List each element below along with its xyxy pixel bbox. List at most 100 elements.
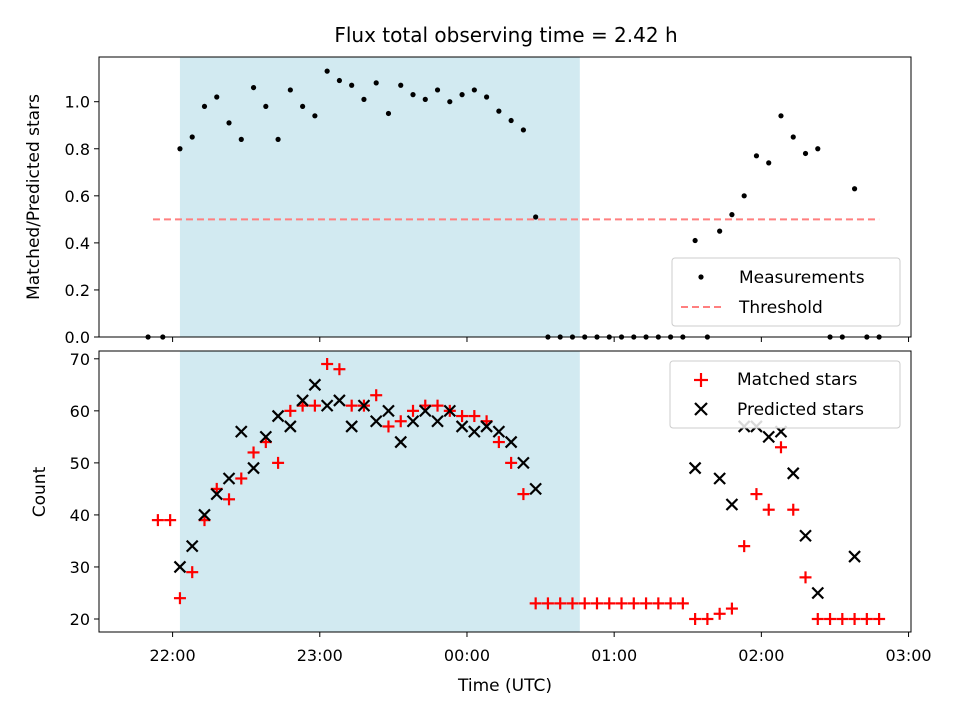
measurement-point	[275, 136, 281, 142]
measurement-point	[324, 68, 330, 74]
matched-star-point	[713, 607, 726, 620]
measurement-point	[692, 237, 698, 244]
measurement-point	[753, 153, 760, 159]
top-legend: Measurements Threshold	[671, 257, 901, 327]
legend-matched-label: Matched stars	[737, 370, 857, 390]
matched-star-point	[394, 415, 407, 428]
predicted-star-point	[222, 472, 236, 485]
matched-star-point	[505, 456, 518, 469]
matched-star-point	[164, 514, 177, 527]
top-plot-area: 0.0 0.2 0.4 0.6 0.8 1.0	[65, 56, 912, 347]
matched-star-point	[824, 612, 837, 625]
measurement-point	[177, 146, 183, 152]
measurement-point	[300, 103, 306, 110]
measurement-point	[214, 94, 220, 100]
matched-star-point	[787, 503, 800, 516]
matched-star-point	[370, 389, 383, 402]
measurement-point	[790, 134, 796, 140]
bottom-axes-frame	[98, 350, 912, 633]
y-tick-label: 0.2	[65, 281, 90, 300]
matched-star-point	[603, 597, 616, 610]
measurement-point	[349, 82, 355, 88]
matched-star-point	[689, 612, 702, 625]
matched-star-point	[725, 602, 738, 615]
measurement-point	[361, 96, 367, 102]
predicted-star-point	[369, 414, 383, 428]
predicted-star-point	[443, 404, 457, 418]
predicted-star-point	[284, 420, 297, 433]
predicted-star-point	[406, 414, 420, 428]
measurement-point	[851, 186, 858, 192]
top-y-axis-label: Matched/Predicted stars	[24, 94, 44, 300]
measurement-point	[778, 113, 784, 119]
predicted-star-point	[762, 430, 775, 444]
predicted-star-point	[357, 399, 371, 412]
matched-star-point	[615, 597, 628, 610]
matched-star-point	[492, 436, 505, 449]
predicted-star-point	[418, 404, 432, 418]
matched-star-point	[762, 503, 775, 516]
x-tick-label: 03:00	[885, 646, 931, 665]
predicted-star-point	[198, 508, 211, 522]
matched-star-point	[590, 597, 603, 610]
matched-star-point	[774, 441, 787, 454]
matched-star-point	[151, 514, 164, 527]
predicted-star-point	[455, 420, 469, 433]
matched-star-point	[664, 597, 677, 610]
predicted-star-point	[811, 586, 825, 600]
bottom-x-axis-label: Time (UTC)	[457, 676, 552, 696]
measurement-point	[434, 87, 441, 93]
matched-star-point	[811, 612, 824, 625]
matched-star-point	[308, 399, 321, 412]
bottom-legend-box	[669, 360, 901, 429]
x-tick-label: 22:00	[150, 646, 196, 665]
measurement-point	[520, 127, 526, 133]
predicted-star-point	[173, 560, 187, 574]
predicted-star-point	[848, 550, 861, 563]
y-tick-label: 50	[70, 454, 90, 473]
predicted-star-point	[431, 414, 444, 428]
predicted-star-point	[345, 420, 358, 433]
predicted-star-point	[247, 461, 260, 475]
top-axes-frame	[98, 56, 912, 338]
measurement-point	[447, 99, 453, 105]
matched-star-point	[578, 597, 591, 610]
matched-star-point	[345, 399, 358, 412]
measurement-point	[802, 150, 809, 157]
measurement-point	[484, 94, 490, 100]
predicted-star-point	[296, 394, 309, 407]
predicted-star-point	[725, 498, 739, 511]
y-tick-label: 0.6	[65, 187, 90, 206]
legend-measurements-marker	[698, 274, 704, 280]
matched-star-point	[554, 597, 567, 610]
matched-star-point	[468, 410, 481, 423]
measurement-point	[471, 87, 477, 93]
measurement-point	[508, 117, 514, 124]
matched-star-point	[247, 446, 260, 459]
top-highlight-span	[179, 57, 580, 337]
predicted-star-point	[271, 409, 285, 423]
matched-star-point	[333, 363, 346, 376]
matched-star-point	[382, 420, 395, 433]
matched-star-point	[738, 540, 751, 553]
matched-star-point	[701, 612, 714, 625]
y-tick-label: 40	[70, 506, 90, 525]
matched-star-point	[456, 410, 469, 423]
predicted-star-point	[492, 425, 506, 438]
measurement-point	[336, 77, 343, 84]
matched-star-point	[640, 597, 653, 610]
predicted-star-point	[210, 487, 224, 501]
matched-star-point	[627, 597, 640, 610]
x-tick-label: 02:00	[738, 646, 784, 665]
matched-star-point	[407, 404, 420, 417]
bottom-y-axis-label: Count	[30, 466, 50, 517]
predicted-star-point	[308, 378, 322, 392]
matched-star-point	[272, 456, 285, 469]
predicted-star-point	[480, 420, 493, 433]
matched-star-point	[799, 571, 812, 584]
measurement-point	[373, 80, 379, 86]
y-tick-label: 1.0	[65, 93, 90, 112]
measurement-point	[496, 108, 502, 114]
measurement-point	[410, 92, 416, 98]
